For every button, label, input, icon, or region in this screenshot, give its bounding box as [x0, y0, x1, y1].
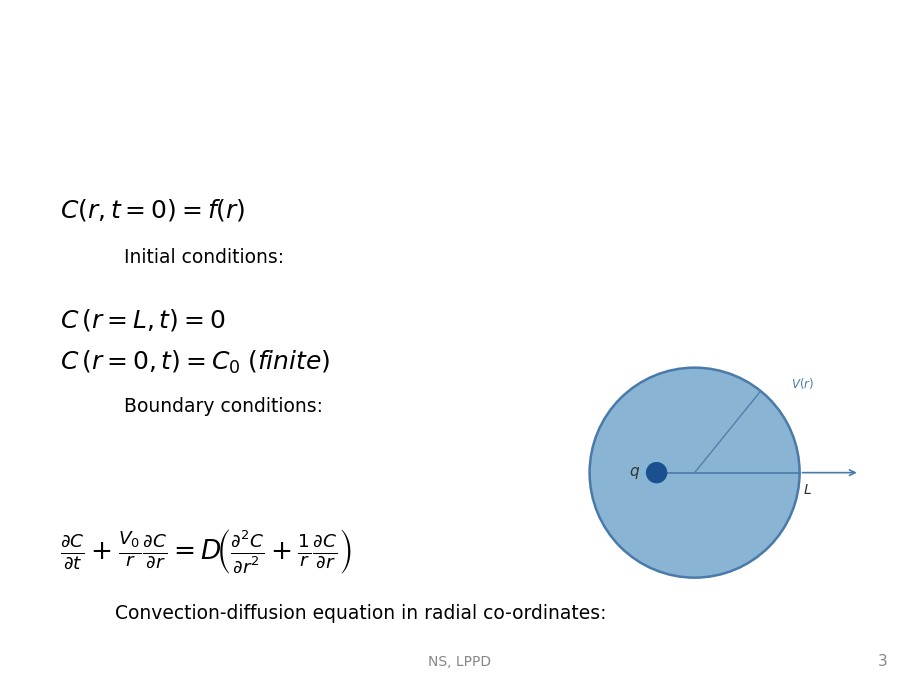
- Ellipse shape: [589, 368, 799, 578]
- Text: Initial conditions:: Initial conditions:: [124, 248, 284, 268]
- Text: $C\,(r=L,t)=0$: $C\,(r=L,t)=0$: [60, 307, 225, 333]
- Text: Convection-diffusion equation in radial co-ordinates:: Convection-diffusion equation in radial …: [115, 604, 606, 623]
- Text: $\mathit{V(r)}$: $\mathit{V(r)}$: [789, 375, 812, 391]
- Text: $C\,(r=0,t)=C_0\;\mathit{(finite)}$: $C\,(r=0,t)=C_0\;\mathit{(finite)}$: [60, 348, 330, 375]
- Text: $L$: $L$: [801, 482, 811, 497]
- Text: $q$: $q$: [629, 464, 640, 481]
- Text: NS, LPPD: NS, LPPD: [428, 656, 491, 669]
- Text: 3: 3: [877, 654, 887, 669]
- Text: Boundary conditions:: Boundary conditions:: [124, 397, 323, 416]
- Text: $\frac{\partial C}{\partial t}+\frac{V_0}{r}\frac{\partial C}{\partial r}= D\!\l: $\frac{\partial C}{\partial t}+\frac{V_0…: [60, 528, 351, 576]
- Text: $C(r,t=0)=f(r)$: $C(r,t=0)=f(r)$: [60, 197, 245, 223]
- Ellipse shape: [646, 463, 666, 482]
